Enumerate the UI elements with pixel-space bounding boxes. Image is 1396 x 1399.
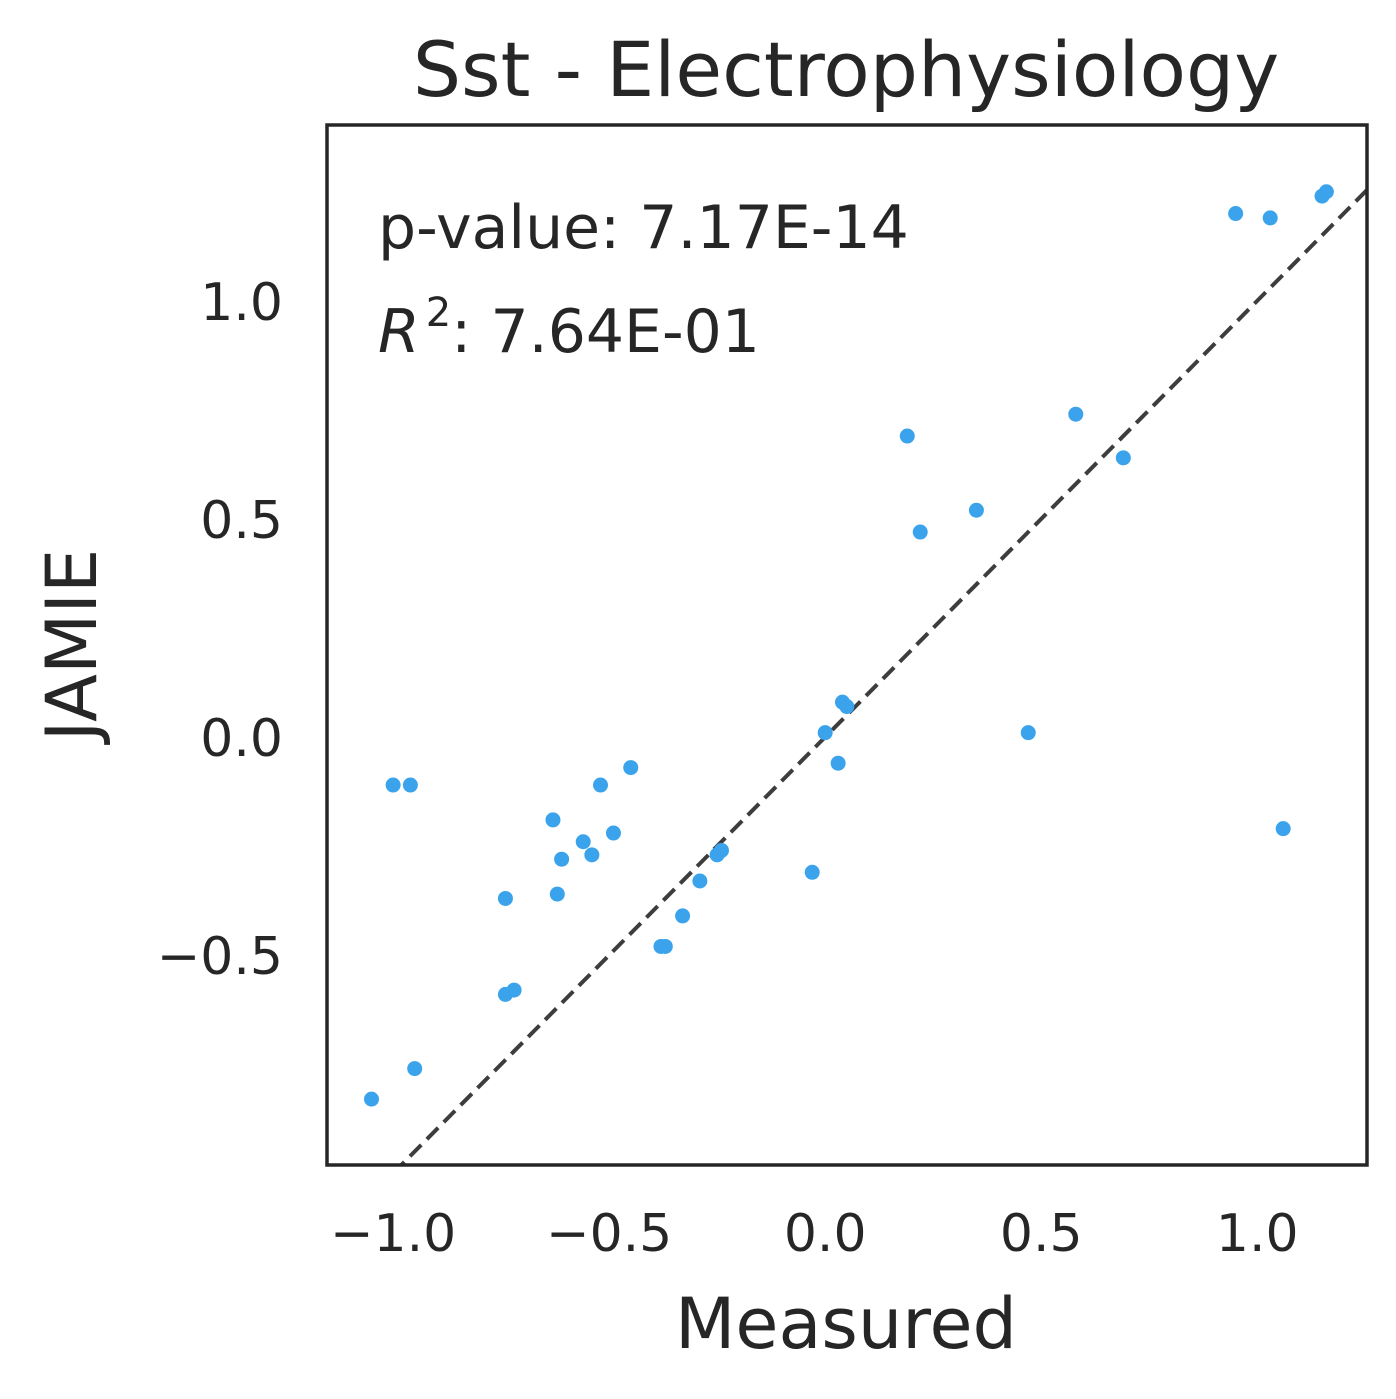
x-tick-label: 1.0 xyxy=(1216,1204,1299,1264)
reference-line xyxy=(398,187,1367,1165)
data-point xyxy=(709,847,725,863)
y-tick-label: −0.5 xyxy=(157,927,283,987)
x-tick-label: −0.5 xyxy=(546,1204,672,1264)
data-point xyxy=(497,890,513,906)
x-axis-label: Measured xyxy=(675,1283,1017,1365)
r2-annotation: R 2: 7.64E-01 xyxy=(378,290,760,367)
r2-symbol: R xyxy=(378,297,420,367)
y-axis-label: JAMIE xyxy=(31,549,113,746)
data-point xyxy=(1275,821,1291,837)
data-point xyxy=(692,873,708,889)
data-point xyxy=(1228,206,1244,222)
data-point xyxy=(593,777,609,793)
pvalue-annotation: p-value: 7.17E-14 xyxy=(378,193,909,263)
x-tick-label: 0.5 xyxy=(1000,1204,1083,1264)
r2-exponent: 2 xyxy=(426,290,451,336)
y-tick-label: 0.5 xyxy=(200,491,283,551)
data-point xyxy=(554,851,570,867)
x-tick-label: −1.0 xyxy=(330,1204,456,1264)
data-point xyxy=(899,428,915,444)
plot-frame xyxy=(325,123,1369,1167)
data-point xyxy=(385,777,401,793)
data-point xyxy=(575,834,591,850)
data-point xyxy=(549,886,565,902)
data-point xyxy=(1115,450,1131,466)
data-point xyxy=(506,982,522,998)
data-point xyxy=(584,847,600,863)
data-point xyxy=(839,699,855,715)
data-point xyxy=(402,777,418,793)
data-point xyxy=(830,755,846,771)
data-point xyxy=(605,825,621,841)
data-point xyxy=(1068,406,1084,422)
y-tick-label: 1.0 xyxy=(200,273,283,333)
data-point xyxy=(1314,188,1330,204)
data-point xyxy=(912,524,928,540)
r2-value: : 7.64E-01 xyxy=(451,297,760,367)
data-point xyxy=(675,908,691,924)
data-point xyxy=(1262,210,1278,226)
data-point xyxy=(623,760,639,776)
data-point xyxy=(364,1091,380,1107)
data-point xyxy=(1020,725,1036,741)
data-point xyxy=(968,502,984,518)
chart-title: Sst - Electrophysiology xyxy=(413,25,1279,114)
data-point xyxy=(653,938,669,954)
data-point xyxy=(407,1061,423,1077)
x-tick-label: 0.0 xyxy=(784,1204,867,1264)
data-point xyxy=(545,812,561,828)
data-point xyxy=(817,725,833,741)
data-point xyxy=(804,864,820,880)
y-tick-label: 0.0 xyxy=(200,709,283,769)
